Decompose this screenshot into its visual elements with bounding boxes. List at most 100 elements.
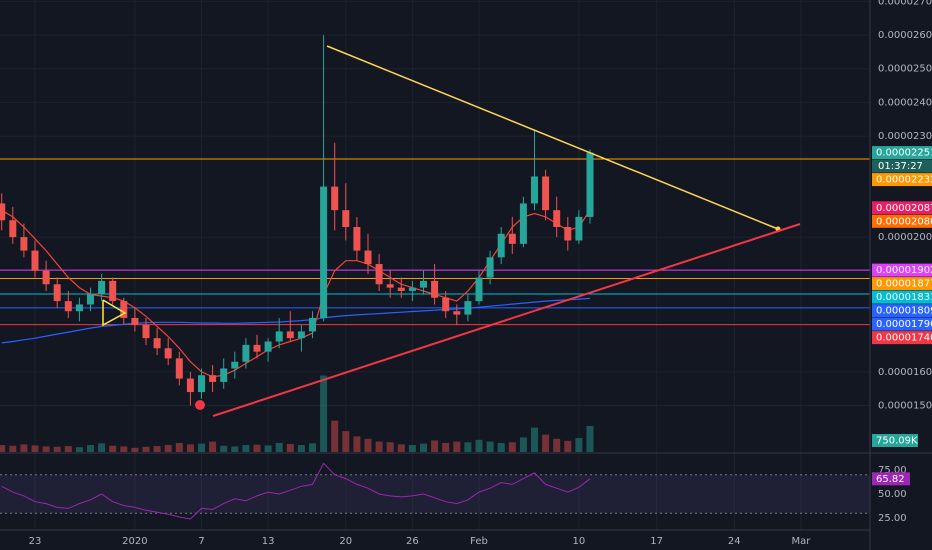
price-tag-label: 0.00001831 bbox=[876, 292, 932, 303]
candle-body bbox=[231, 361, 239, 369]
candle-body bbox=[442, 297, 450, 312]
candle-body bbox=[175, 358, 183, 379]
volume-bar bbox=[586, 425, 594, 452]
x-tick-label: 24 bbox=[728, 536, 741, 547]
candle-body bbox=[31, 250, 39, 271]
price-tag-label: 0.00002087 bbox=[876, 203, 932, 214]
volume-bar bbox=[486, 441, 494, 452]
rsi-band bbox=[0, 474, 870, 514]
rsi-last-tag bbox=[872, 472, 910, 486]
volume-bar bbox=[309, 443, 316, 452]
volume-bar bbox=[519, 437, 527, 452]
price-tag-label: 0.00001877 bbox=[876, 279, 932, 290]
candle-body bbox=[0, 203, 6, 221]
candle-body bbox=[220, 368, 228, 382]
candle-body bbox=[331, 186, 339, 211]
candle-body bbox=[475, 277, 483, 302]
volume-bar bbox=[109, 445, 117, 452]
volume-bar bbox=[209, 441, 217, 452]
volume-bar bbox=[242, 445, 250, 452]
candle-body bbox=[186, 378, 194, 393]
candle-body bbox=[519, 203, 527, 244]
candle-body bbox=[198, 375, 205, 393]
trendline-upper bbox=[326, 45, 779, 230]
drawings bbox=[102, 45, 801, 417]
candle-body bbox=[164, 348, 172, 359]
time-axis-panel bbox=[0, 530, 870, 550]
volume-bar bbox=[386, 442, 394, 452]
candle-body bbox=[464, 301, 472, 315]
candle-body bbox=[153, 338, 161, 349]
x-tick-label: 10 bbox=[573, 536, 586, 547]
candle-body bbox=[297, 331, 305, 339]
candle-body bbox=[375, 264, 383, 285]
volume-bar bbox=[42, 446, 50, 452]
rsi-tick-label: 25.00 bbox=[878, 513, 907, 524]
price-tag bbox=[872, 201, 932, 215]
x-tick-label: 7 bbox=[198, 536, 204, 547]
moving-average bbox=[1, 297, 591, 344]
candle-body bbox=[486, 257, 494, 278]
volume-bar bbox=[275, 442, 283, 452]
volume-bar bbox=[453, 441, 461, 452]
price-tag bbox=[872, 331, 932, 345]
volume-bar bbox=[420, 443, 427, 452]
countdown-tag bbox=[872, 159, 932, 173]
candle-body bbox=[9, 220, 17, 238]
volume-bar bbox=[508, 442, 516, 452]
candle-body bbox=[408, 287, 416, 292]
candle-body bbox=[364, 250, 372, 265]
volume-bar bbox=[364, 438, 372, 452]
volume-bar bbox=[9, 445, 17, 452]
candle-body bbox=[20, 237, 28, 251]
volume-bar bbox=[575, 438, 583, 452]
volume-bar bbox=[175, 442, 183, 452]
volume-bar bbox=[431, 440, 439, 452]
volume-bar bbox=[320, 375, 328, 452]
candle-body bbox=[286, 331, 294, 339]
candle-body bbox=[431, 280, 439, 298]
candle-body bbox=[64, 301, 72, 312]
price-tag-label: 0.00002080 bbox=[876, 216, 932, 227]
volume-bar bbox=[553, 438, 561, 452]
price-tag bbox=[872, 317, 932, 331]
volume-bar bbox=[397, 444, 405, 452]
volume-bar bbox=[64, 446, 72, 452]
candle-body bbox=[575, 216, 583, 241]
volume-bar bbox=[53, 446, 61, 452]
marks bbox=[0, 0, 870, 530]
volume-bar bbox=[564, 440, 572, 452]
volume-bar bbox=[75, 447, 83, 452]
candle-body bbox=[264, 341, 272, 352]
price-tag-label: 0.00001790 bbox=[876, 319, 932, 330]
volume-bar bbox=[253, 444, 261, 452]
price-tag-label: 0.00002251 bbox=[876, 148, 932, 159]
x-tick-label: Mar bbox=[791, 536, 811, 547]
candle-body bbox=[75, 304, 83, 312]
rsi-last-label: 65.82 bbox=[876, 474, 905, 485]
candle-body bbox=[531, 176, 538, 204]
candle-body bbox=[353, 227, 361, 251]
candle-body bbox=[253, 344, 261, 352]
volume-bar bbox=[531, 427, 538, 452]
x-tick-label: 23 bbox=[29, 536, 42, 547]
candle-body bbox=[420, 280, 427, 288]
candle-body bbox=[53, 284, 61, 302]
rsi-tick-label: 50.00 bbox=[878, 489, 907, 500]
volume-bar bbox=[475, 439, 483, 452]
volume-bar bbox=[408, 445, 416, 452]
price-tag-label: 0.00001740 bbox=[876, 333, 932, 344]
volume-bar bbox=[542, 434, 550, 452]
volume-bar bbox=[153, 446, 161, 452]
y-tick-label: 0.00001500 bbox=[878, 401, 932, 412]
price-tag bbox=[872, 304, 932, 318]
candle-body bbox=[386, 284, 394, 288]
